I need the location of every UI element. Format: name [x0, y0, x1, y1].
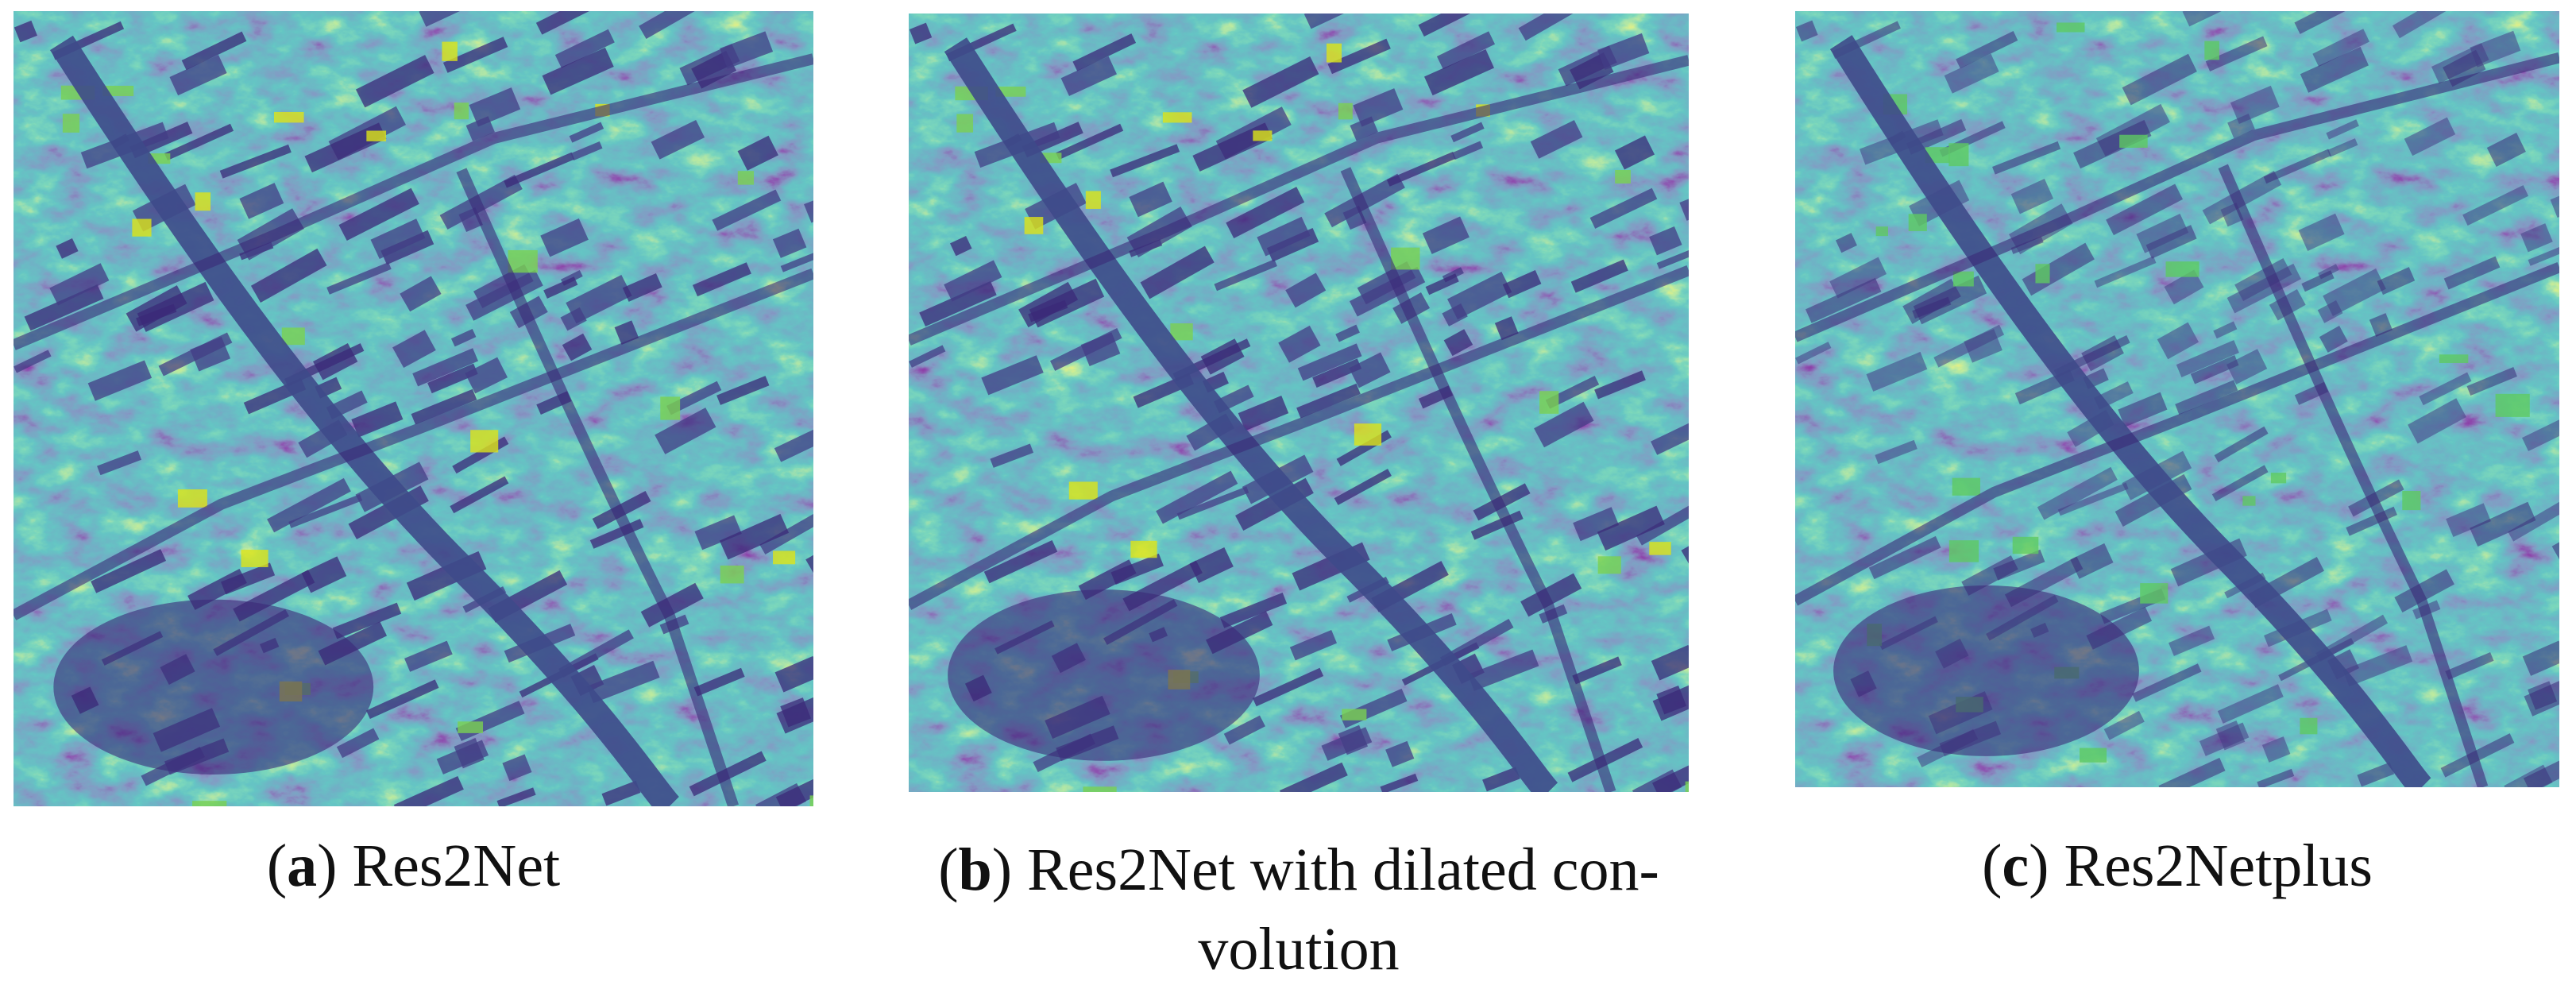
- roof-highlight: [2242, 496, 2255, 505]
- roof-highlight: [132, 219, 151, 237]
- caption-text: ) Res2Netplus: [2029, 833, 2373, 899]
- roof-highlight: [1953, 272, 1974, 287]
- caption-text: (: [1982, 833, 2002, 899]
- roof-highlight: [1909, 214, 1927, 231]
- roof-highlight: [1338, 103, 1353, 120]
- caption-text: volution: [1198, 916, 1399, 983]
- roof-highlight: [738, 171, 754, 184]
- roof-highlight: [720, 566, 744, 583]
- roof-highlight: [2204, 41, 2219, 60]
- caption-b: (b) Res2Net with dilated con-volution: [874, 830, 1724, 989]
- roof-highlight: [458, 721, 483, 733]
- roof-highlight: [2439, 354, 2468, 363]
- roof-highlight: [1086, 191, 1101, 209]
- roof-highlight: [1342, 709, 1366, 720]
- roof-highlight: [2271, 473, 2286, 483]
- caption-text: ) Res2Net with dilated con-: [992, 836, 1659, 903]
- roof-highlight: [442, 42, 457, 61]
- roof-highlight: [63, 114, 79, 133]
- roof-highlight: [1327, 44, 1342, 63]
- roof-highlight: [1686, 782, 1689, 792]
- roof-highlight: [274, 112, 304, 122]
- roof-highlight: [241, 550, 268, 567]
- roof-highlight: [1163, 112, 1192, 122]
- roof-highlight: [660, 396, 680, 419]
- vegetation: [1833, 585, 2139, 756]
- roof-highlight: [2402, 491, 2420, 510]
- panel-image-a: [14, 11, 813, 806]
- roof-highlight: [1952, 478, 1980, 496]
- roof-highlight: [1949, 540, 1979, 562]
- roof-highlight: [1083, 786, 1116, 792]
- roof-highlight: [470, 430, 498, 452]
- roof-highlight: [1649, 542, 1670, 555]
- roof-highlight: [1615, 170, 1631, 184]
- vegetation: [948, 589, 1260, 761]
- panel-image-b: [909, 14, 1689, 792]
- roof-highlight: [366, 131, 386, 141]
- roof-highlight: [773, 551, 795, 564]
- roof-highlight: [192, 801, 226, 806]
- roof-highlight: [2080, 748, 2107, 763]
- roof-highlight: [454, 102, 469, 119]
- caption-line: (b) Res2Net with dilated con-: [874, 830, 1724, 910]
- roof-highlight: [2166, 261, 2199, 276]
- roof-highlight: [956, 114, 973, 133]
- roof-highlight: [1354, 423, 1381, 446]
- roof-highlight: [1948, 143, 1968, 166]
- roof-highlight: [1130, 541, 1157, 558]
- panel-letter: c: [2002, 833, 2029, 899]
- caption-text: (: [938, 836, 958, 903]
- roof-highlight: [1025, 217, 1044, 234]
- roof-highlight: [1069, 481, 1098, 499]
- roof-highlight: [2057, 22, 2084, 32]
- caption-text: (: [267, 833, 287, 899]
- caption-line: volution: [874, 910, 1724, 989]
- panel-letter: a: [287, 833, 317, 899]
- roof-highlight: [2035, 264, 2049, 283]
- roof-highlight: [1391, 248, 1419, 270]
- roof-highlight: [508, 250, 538, 272]
- vegetation: [53, 600, 373, 775]
- roof-highlight: [1876, 226, 1888, 236]
- roof-highlight: [2300, 718, 2317, 735]
- panel-letter: b: [959, 836, 992, 903]
- panel-image-c: [1795, 11, 2559, 787]
- roof-highlight: [178, 489, 207, 508]
- roof-highlight: [2496, 394, 2530, 417]
- caption-text: ) Res2Net: [317, 833, 560, 899]
- caption-line: (c) Res2Netplus: [1795, 826, 2559, 906]
- roof-highlight: [195, 192, 211, 211]
- roof-highlight: [2013, 537, 2039, 554]
- roof-highlight: [1539, 391, 1558, 414]
- roof-highlight: [810, 795, 813, 806]
- roof-highlight: [1253, 130, 1272, 141]
- roof-highlight: [2119, 135, 2148, 148]
- roof-highlight: [1598, 556, 1621, 574]
- caption-line: (a) Res2Net: [14, 826, 813, 906]
- caption-c: (c) Res2Netplus: [1795, 826, 2559, 906]
- caption-a: (a) Res2Net: [14, 826, 813, 906]
- roof-highlight: [2140, 583, 2168, 604]
